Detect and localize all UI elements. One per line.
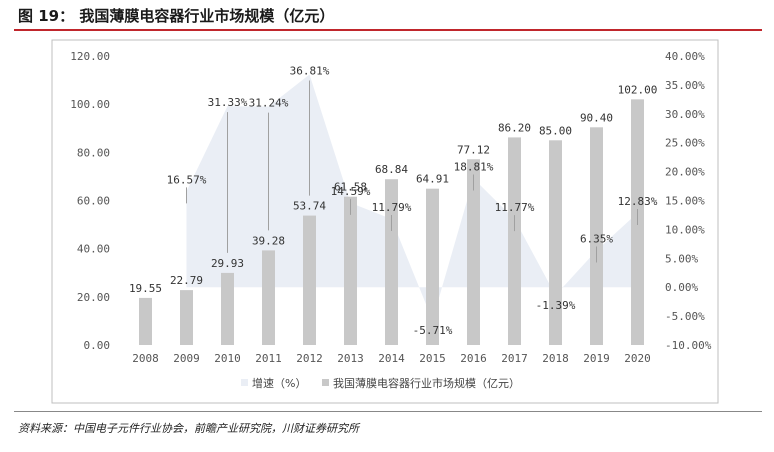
bar-2014 (385, 179, 398, 345)
growth-label-2013: 14.59% (331, 185, 371, 198)
growth-labels: 16.57% 31.33% 31.24% 36.81% 14.59%11.79% -5.7… (167, 64, 658, 337)
growth-label-2011: 31.24% (249, 97, 289, 110)
x-tick-2015: 2015 (419, 352, 446, 365)
y-left-tick: 80.00 (77, 146, 110, 159)
y-right-tick: 0.00% (665, 281, 698, 294)
y-left-tick: 100.00 (70, 98, 110, 111)
y-right-tick: -5.00% (665, 310, 705, 323)
growth-label-2019: 6.35% (580, 232, 613, 245)
bar-label-2008: 19.55 (129, 282, 162, 295)
growth-label-2016: 18.81% (454, 160, 494, 173)
bar-label-2010: 29.93 (211, 257, 244, 270)
right-axis-ticks: -10.00% -5.00% 0.00% 5.00% 10.00% 15.00% 20.00… (665, 50, 712, 352)
growth-area (186, 74, 638, 321)
x-axis-ticks: 2008 2009 2010 2011 2012 2013 2014 2015 2016 2017… (132, 352, 651, 365)
bar-label-2019: 90.40 (580, 111, 613, 124)
source-note: 资料来源：中国电子元件行业协会，前瞻产业研究院，川财证券研究所 (18, 422, 359, 435)
leader-lines (186, 80, 638, 263)
y-right-tick: 15.00% (665, 195, 705, 208)
legend-swatch-growth (241, 379, 248, 386)
y-left-tick: 40.00 (77, 243, 110, 256)
y-left-tick: 120.00 (70, 50, 110, 63)
x-tick-2016: 2016 (460, 352, 487, 365)
bar-label-2018: 85.00 (539, 124, 572, 137)
legend-label-growth: 增速（%） (252, 376, 306, 390)
x-tick-2014: 2014 (378, 352, 405, 365)
bar-labels: 19.55 22.79 29.93 39.28 53.74 61.58 68.84 64.91… (129, 83, 657, 295)
bar-2018 (549, 140, 562, 345)
chart-border (51, 39, 719, 404)
bar-2012 (303, 215, 316, 345)
growth-label-2012: 36.81% (290, 64, 330, 77)
y-left-tick: 20.00 (77, 291, 110, 304)
footer-rule (14, 411, 762, 412)
x-tick-2012: 2012 (296, 352, 323, 365)
y-left-tick: 0.00 (84, 339, 111, 352)
bar-label-2014: 68.84 (375, 163, 408, 176)
growth-label-2010: 31.33% (208, 96, 248, 109)
bar-label-2013: 61.58 (334, 181, 367, 194)
y-right-tick: 30.00% (665, 108, 705, 121)
bar-2011 (262, 250, 275, 345)
growth-label-2014: 11.79% (372, 201, 412, 214)
bar-2017 (508, 137, 521, 345)
title-rule (14, 29, 762, 31)
y-right-tick: 5.00% (665, 252, 698, 265)
legend-label-market-size: 我国薄膜电容器行业市场规模（亿元） (333, 376, 520, 390)
x-tick-2020: 2020 (624, 352, 651, 365)
bar-2016 (467, 159, 480, 345)
bar-label-2016: 77.12 (457, 143, 490, 156)
growth-label-2017: 11.77% (495, 201, 535, 214)
legend: 增速（%） 我国薄膜电容器行业市场规模（亿元） (241, 376, 520, 390)
y-right-tick: 10.00% (665, 223, 705, 236)
bar-2010 (221, 272, 234, 345)
legend-swatch-market-size (322, 379, 329, 386)
bar-label-2009: 22.79 (170, 274, 203, 287)
growth-label-2015: -5.71% (413, 324, 453, 337)
growth-label-2018: -1.39% (536, 299, 576, 312)
bar-2013 (344, 196, 357, 345)
bar-2008 (139, 297, 152, 345)
bar-label-2020: 102.00 (618, 83, 658, 96)
y-left-tick: 60.00 (77, 195, 110, 208)
left-axis-ticks: 0.00 20.00 40.00 60.00 80.00 100.00 120.00 (70, 50, 110, 352)
x-tick-2013: 2013 (337, 352, 364, 365)
y-right-tick: 35.00% (665, 79, 705, 92)
y-right-tick: 20.00% (665, 166, 705, 179)
figure-title: 图 19： 我国薄膜电容器行业市场规模（亿元） (18, 7, 335, 25)
x-tick-2008: 2008 (132, 352, 159, 365)
bar-label-2015: 64.91 (416, 173, 449, 186)
bars-group (139, 99, 644, 345)
bar-label-2012: 53.74 (293, 200, 326, 213)
bar-label-2017: 86.20 (498, 121, 531, 134)
bar-label-2011: 39.28 (252, 234, 285, 247)
y-right-tick: 25.00% (665, 137, 705, 150)
x-tick-2019: 2019 (583, 352, 610, 365)
growth-label-2020: 12.83% (618, 195, 658, 208)
x-tick-2009: 2009 (173, 352, 200, 365)
x-tick-2010: 2010 (214, 352, 241, 365)
x-tick-2017: 2017 (501, 352, 528, 365)
growth-label-2009: 16.57% (167, 173, 207, 186)
x-tick-2018: 2018 (542, 352, 569, 365)
bar-2009 (180, 290, 193, 345)
y-right-tick: -10.00% (665, 339, 712, 352)
y-right-tick: 40.00% (665, 50, 705, 63)
bar-2019 (590, 127, 603, 345)
bar-2015 (426, 188, 439, 345)
x-tick-2011: 2011 (255, 352, 282, 365)
